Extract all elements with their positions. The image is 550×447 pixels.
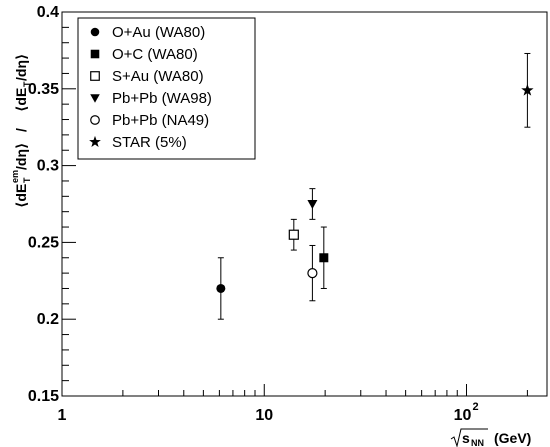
y-axis-title-den-sub: T (22, 81, 32, 87)
y-axis-title-den-close: /dη⟩ (13, 54, 29, 81)
x-tick-label: 10 (454, 407, 472, 424)
plot-frame (61, 11, 548, 397)
data-point (288, 229, 299, 240)
x-axis-title-radical (450, 428, 488, 447)
data-point (307, 268, 318, 279)
data-point (216, 283, 226, 293)
y-axis-title-den-open: ⟨dE (13, 88, 29, 112)
legend-marker (89, 135, 101, 147)
y-axis-title-num-sub: T (22, 177, 32, 183)
y-axis-title: ⟨dE em T /dη⟩ / ⟨dE T /dη⟩ (10, 54, 32, 208)
y-tick-label: 0.25 (28, 234, 59, 251)
y-axis-title-num-sup: em (10, 170, 20, 183)
legend-box (77, 17, 256, 160)
legend-label: Pb+Pb (NA49) (112, 112, 209, 129)
legend-label: O+Au (WA80) (112, 24, 205, 41)
y-tick-label: 0.15 (28, 388, 59, 405)
data-point (521, 83, 534, 96)
data-points (216, 52, 534, 320)
x-axis: 1 10 10 2 (58, 384, 528, 424)
y-tick-label: 0.3 (37, 158, 59, 175)
y-axis: 0.15 0.2 0.25 0.3 0.35 0.4 (28, 4, 76, 405)
legend-label: O+C (WA80) (112, 46, 198, 63)
x-axis-title-var: s (462, 430, 470, 446)
legend: O+Au (WA80) O+C (WA80) S+Au (WA80) Pb+Pb (W… (77, 17, 256, 160)
legend-label: Pb+Pb (WA98) (112, 90, 212, 107)
legend-marker (90, 71, 100, 81)
x-axis-title-unit: (GeV) (494, 430, 531, 446)
y-tick-label: 0.35 (28, 81, 59, 98)
y-axis-title-num-open: ⟨dE (13, 184, 29, 208)
legend-marker (90, 94, 100, 103)
data-point (319, 253, 329, 263)
x-tick-label: 10 (255, 407, 273, 424)
legend-label: S+Au (WA80) (112, 68, 204, 85)
data-point (307, 200, 318, 209)
x-tick-label-exponent: 2 (473, 401, 479, 413)
y-tick-label: 0.4 (37, 4, 59, 21)
x-axis-title-sub: NN (471, 438, 484, 447)
legend-entries: O+Au (WA80) O+C (WA80) S+Au (WA80) Pb+Pb (W… (89, 24, 212, 151)
y-axis-title-slash: / (13, 128, 29, 132)
x-tick-label: 1 (58, 407, 67, 424)
x-axis-title: s NN (GeV) (450, 428, 531, 447)
y-tick-label: 0.2 (37, 311, 59, 328)
legend-marker (90, 49, 100, 59)
y-axis-title-num-close: /dη⟩ (13, 143, 29, 170)
legend-label: STAR (5%) (112, 134, 187, 151)
legend-marker (90, 115, 100, 125)
legend-marker (90, 27, 100, 37)
